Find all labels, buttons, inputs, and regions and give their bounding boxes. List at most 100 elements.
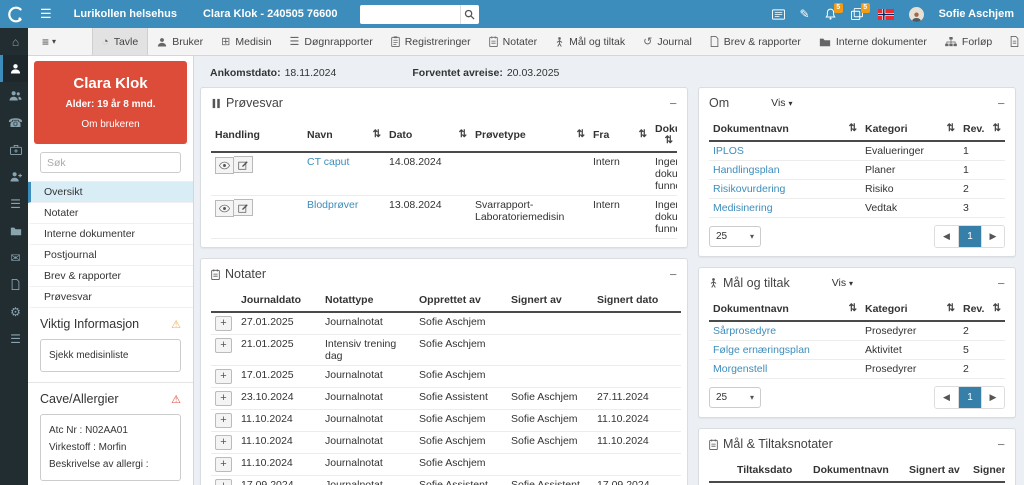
pencil-icon[interactable]: ✎ xyxy=(799,7,810,21)
sort-icon[interactable]: ⇅ xyxy=(946,303,955,314)
current-page-button[interactable]: 1 xyxy=(958,387,981,408)
column-header[interactable]: Dokumentnavn ⇅ xyxy=(709,118,861,142)
sidebar-item-oversikt[interactable]: Oversikt xyxy=(28,182,193,203)
provesvar-link[interactable]: CT caput xyxy=(307,156,350,168)
expand-row-button[interactable]: + xyxy=(215,413,232,428)
expand-row-button[interactable]: + xyxy=(215,316,232,331)
expand-row-button[interactable]: + xyxy=(215,338,232,353)
about-user-link[interactable]: Om brukeren xyxy=(81,119,140,130)
sort-icon[interactable]: ⇅ xyxy=(458,128,467,140)
collapse-icon[interactable]: − xyxy=(669,266,677,282)
sort-icon[interactable]: ⇅ xyxy=(992,123,1001,134)
rail-user-icon[interactable] xyxy=(0,55,28,82)
sort-icon[interactable]: ⇅ xyxy=(664,135,673,146)
global-search-button[interactable] xyxy=(459,4,479,24)
column-header[interactable]: Signert dato xyxy=(969,459,1005,483)
notifications-bell-icon[interactable]: 5 xyxy=(825,3,843,20)
sidebar-item-provesvar[interactable]: Prøvesvar xyxy=(28,287,193,308)
view-button[interactable] xyxy=(215,156,234,174)
rail-phone-icon[interactable]: ☎ xyxy=(8,115,23,130)
column-header[interactable]: Dokumentnavn xyxy=(809,459,905,483)
column-header[interactable]: Opprettet av xyxy=(415,289,507,313)
expand-row-button[interactable]: + xyxy=(215,435,232,450)
rail-home-icon[interactable]: ⌂ xyxy=(11,34,20,49)
provesvar-link[interactable]: Blodprøver xyxy=(307,199,359,211)
sidebar-item-notater[interactable]: Notater xyxy=(28,203,193,224)
tab-registreringer[interactable]: Registreringer xyxy=(382,28,480,55)
edit-button[interactable] xyxy=(234,199,253,216)
column-header[interactable]: Fra ⇅ xyxy=(589,118,651,153)
edit-button[interactable] xyxy=(234,156,253,173)
tab-mal-og-tiltak[interactable]: Mål og tiltak xyxy=(546,28,634,55)
rail-medkit-icon[interactable] xyxy=(0,136,28,163)
column-header[interactable]: Rev. ⇅ xyxy=(959,298,1005,322)
column-header[interactable]: Journaldato xyxy=(237,289,321,313)
column-header[interactable]: Kategori ⇅ xyxy=(861,118,959,142)
sidebar-toggle-icon[interactable]: ☰ xyxy=(40,6,52,21)
tasks-copy-icon[interactable]: 5 xyxy=(850,3,870,20)
collapse-icon[interactable]: − xyxy=(997,95,1005,111)
expand-row-button[interactable]: + xyxy=(215,479,232,485)
collapse-icon[interactable]: − xyxy=(997,275,1005,291)
journal-card-icon[interactable] xyxy=(771,8,785,20)
expand-row-button[interactable]: + xyxy=(215,457,232,472)
sidebar-item-brev-rapporter[interactable]: Brev & rapporter xyxy=(28,266,193,287)
sidebar-item-postjournal[interactable]: Postjournal xyxy=(28,245,193,266)
rail-registrations-icon[interactable]: ☰ xyxy=(10,196,21,211)
prev-page-button[interactable]: ◀ xyxy=(935,387,958,408)
column-header[interactable]: Kategori ⇅ xyxy=(861,298,959,322)
tab-medisin[interactable]: ⊞ Medisin xyxy=(212,28,280,55)
column-header[interactable]: Navn ⇅ xyxy=(303,118,385,153)
document-link[interactable]: Følge ernæringsplan xyxy=(713,344,810,356)
page-size-select[interactable]: 25 ▾ xyxy=(709,226,761,247)
collapse-icon[interactable]: − xyxy=(997,436,1005,452)
column-header[interactable]: Dokument⇅ xyxy=(651,118,677,153)
tab-bruker[interactable]: Bruker xyxy=(148,28,212,55)
column-header[interactable]: Dokumentnavn ⇅ xyxy=(709,298,861,322)
tab-forlop[interactable]: Forløp xyxy=(936,28,1001,55)
column-header[interactable]: Tiltaksdato xyxy=(733,459,809,483)
sort-icon[interactable]: ⇅ xyxy=(848,123,857,134)
tab-notater[interactable]: Notater xyxy=(480,28,546,55)
sort-icon[interactable]: ⇅ xyxy=(638,128,647,140)
tab-menu-button[interactable]: ≡ ▾ xyxy=(28,28,70,55)
tab-tavle[interactable]: ◔ Tavle xyxy=(92,28,149,55)
tab-postjournal[interactable]: Postjournal xyxy=(1001,28,1024,55)
rail-settings-icon[interactable]: ⚙ xyxy=(10,304,21,319)
tab-brev-rapporter[interactable]: Brev & rapporter xyxy=(701,28,810,55)
sort-icon[interactable]: ⇅ xyxy=(848,303,857,314)
document-link[interactable]: Morgenstell xyxy=(713,363,768,375)
sort-icon[interactable]: ⇅ xyxy=(946,123,955,134)
expand-row-button[interactable]: + xyxy=(215,391,232,406)
document-link[interactable]: Handlingsplan xyxy=(713,164,780,176)
rail-folder-icon[interactable] xyxy=(0,217,28,244)
tab-dognrapporter[interactable]: ☰ Døgnrapporter xyxy=(281,28,382,55)
column-header[interactable]: Signert av xyxy=(507,289,593,313)
vis-dropdown[interactable]: Vis ▾ xyxy=(771,97,793,109)
rail-list-icon[interactable]: ☰ xyxy=(10,331,21,346)
sort-icon[interactable]: ⇅ xyxy=(992,303,1001,314)
current-page-button[interactable]: 1 xyxy=(958,226,981,247)
next-page-button[interactable]: ▶ xyxy=(981,387,1004,408)
column-header[interactable]: Dato ⇅ xyxy=(385,118,471,153)
sidebar-item-interne-dokumenter[interactable]: Interne dokumenter xyxy=(28,224,193,245)
document-link[interactable]: Risikovurdering xyxy=(713,183,786,195)
expand-row-button[interactable]: + xyxy=(215,369,232,384)
global-search-input[interactable] xyxy=(359,4,460,24)
document-link[interactable]: Sårprosedyre xyxy=(713,325,777,337)
sort-icon[interactable]: ⇅ xyxy=(372,128,381,140)
vis-dropdown[interactable]: Vis ▾ xyxy=(831,277,854,289)
prev-page-button[interactable]: ◀ xyxy=(935,226,958,247)
rail-envelope-icon[interactable]: ✉ xyxy=(10,250,21,265)
document-link[interactable]: IPLOS xyxy=(713,145,744,157)
view-button[interactable] xyxy=(215,199,234,217)
column-header[interactable]: Signert av xyxy=(905,459,969,483)
column-header[interactable]: Notattype xyxy=(321,289,415,313)
document-link[interactable]: Medisinering xyxy=(713,202,773,214)
tab-journal[interactable]: ↺ Journal xyxy=(634,28,701,55)
next-page-button[interactable]: ▶ xyxy=(981,226,1004,247)
rail-users-icon[interactable] xyxy=(0,82,28,109)
rail-user-plus-icon[interactable] xyxy=(0,163,28,190)
tab-interne-dokumenter[interactable]: Interne dokumenter xyxy=(810,28,936,55)
page-size-select[interactable]: 25 ▾ xyxy=(709,387,761,408)
